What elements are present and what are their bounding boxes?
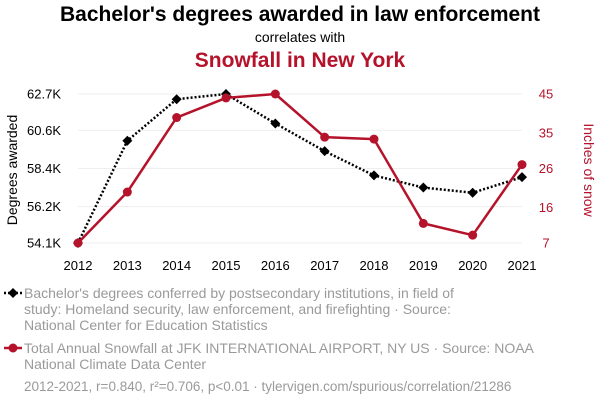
legend-label-degrees-line1: Bachelor's degrees conferred by postseco… [24, 285, 454, 301]
series-snowfall-point [517, 160, 527, 170]
x-axis-ticks: 2012 2013 2014 2015 2016 2017 2018 2019 2020 2021 [64, 258, 537, 273]
x-tick-label: 2021 [508, 258, 537, 273]
y-left-tick-label: 60.6K [27, 123, 61, 138]
y-left-tick-label: 62.7K [27, 87, 61, 102]
chart-title-2: Snowfall in New York [195, 49, 406, 72]
chart-title: Bachelor's degrees awarded in law enforc… [60, 3, 540, 26]
legend-label-snowfall-line1: Total Annual Snowfall at JFK INTERNATION… [24, 340, 535, 356]
x-tick-label: 2015 [212, 258, 241, 273]
legend: Bachelor's degrees conferred by postseco… [4, 285, 535, 372]
series-degrees-point [369, 170, 379, 181]
x-tick-label: 2014 [162, 258, 191, 273]
x-tick-label: 2017 [310, 258, 339, 273]
series-snowfall-line [77, 92, 524, 244]
y-axis-right-ticks: 7 16 26 35 45 [539, 87, 553, 251]
x-tick-label: 2016 [261, 258, 290, 273]
x-tick-label: 2018 [360, 258, 389, 273]
series-snowfall-point [369, 134, 379, 144]
series-snowfall-point [221, 93, 231, 103]
legend-item-snowfall: Total Annual Snowfall at JFK INTERNATION… [4, 340, 535, 372]
y-right-tick-label: 26 [539, 161, 553, 176]
legend-item-degrees: Bachelor's degrees conferred by postseco… [4, 285, 454, 333]
x-tick-label: 2012 [64, 258, 93, 273]
x-tick-label: 2020 [458, 258, 487, 273]
series-snowfall-point [468, 230, 478, 240]
series-degrees-point [122, 135, 133, 146]
footer-stats: 2012-2021, r=0.840, r²=0.706, p<0.01 · t… [24, 379, 511, 394]
series-degrees-point [467, 187, 478, 198]
legend-label-degrees-line2: study: Homeland security, law enforcemen… [24, 301, 451, 317]
series-snowfall-point [270, 89, 280, 99]
legend-label-degrees-line3: National Center for Education Statistics [24, 317, 268, 333]
y-right-tick-label: 7 [542, 236, 549, 251]
series-snowfall-point [418, 218, 428, 228]
series-snowfall-point [320, 132, 330, 142]
series-degrees-point [418, 182, 429, 193]
y-left-tick-label: 58.4K [27, 161, 61, 176]
series-degrees-point [171, 94, 182, 105]
x-tick-label: 2013 [113, 258, 142, 273]
series-snowfall-point [122, 187, 132, 197]
x-tick-label: 2019 [409, 258, 438, 273]
legend-swatch-diamond [8, 288, 18, 298]
y-axis-left-ticks: 54.1K 56.2K 58.4K 60.6K 62.7K [27, 87, 61, 251]
series-snowfall-point [172, 113, 182, 123]
y-left-tick-label: 54.1K [27, 236, 61, 251]
series-snowfall [73, 89, 527, 248]
y-left-tick-label: 56.2K [27, 199, 61, 214]
series-degrees-point [270, 118, 281, 129]
y-right-tick-label: 35 [539, 126, 553, 141]
y-axis-right-label: Inches of snow [581, 123, 597, 217]
series-snowfall-point [73, 238, 83, 248]
series-degrees-point [517, 172, 527, 183]
correlates-text: correlates with [255, 29, 345, 45]
y-right-tick-label: 45 [539, 87, 553, 102]
y-right-tick-label: 16 [539, 200, 553, 215]
series-degrees-point [319, 146, 330, 157]
series-degrees-line [76, 92, 523, 244]
grid-lines [78, 93, 522, 244]
y-axis-left-label: Degrees awarded [4, 115, 20, 226]
legend-label-snowfall-line2: National Climate Data Center [24, 356, 206, 372]
legend-swatch-circle [8, 343, 18, 353]
